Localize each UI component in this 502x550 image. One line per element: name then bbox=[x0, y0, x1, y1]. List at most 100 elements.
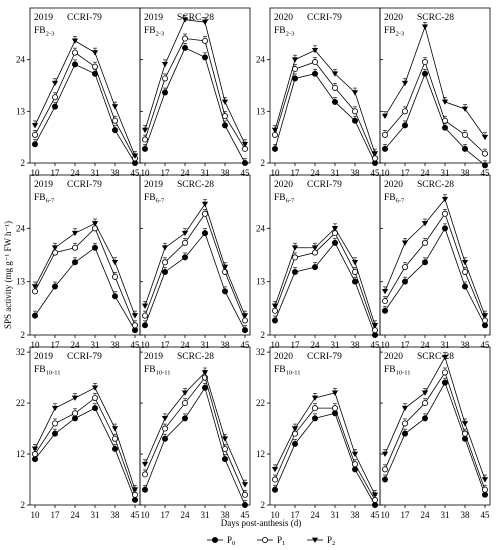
position-sub: 2-3 bbox=[396, 31, 405, 38]
series-line bbox=[144, 232, 246, 331]
panel-year: 2019 bbox=[144, 13, 163, 23]
x-tick-label: 38 bbox=[351, 340, 361, 350]
data-point bbox=[461, 145, 468, 152]
series-P2 bbox=[271, 388, 379, 498]
series-line bbox=[144, 376, 246, 495]
data-point bbox=[401, 405, 409, 412]
legend-label: P2 bbox=[327, 535, 335, 547]
series-line bbox=[384, 356, 486, 480]
x-tick-label: 31 bbox=[331, 340, 340, 350]
y-tick-label: 24 bbox=[16, 223, 26, 233]
chart-panel-5: 2 13 24 10 17 24 31 38 45 2019 CCRI-79 FB6-7 bbox=[16, 174, 141, 350]
data-point bbox=[141, 322, 148, 329]
series-P1 bbox=[271, 228, 378, 334]
data-point bbox=[421, 59, 428, 66]
x-tick-label: 24 bbox=[311, 168, 321, 178]
data-point bbox=[371, 492, 379, 498]
data-point bbox=[401, 278, 408, 285]
panel-label: 2020 CCRI-79 FB10-11 bbox=[274, 352, 342, 377]
data-point bbox=[461, 430, 468, 437]
data-point bbox=[141, 303, 149, 309]
panel-position: FB2-3 bbox=[384, 26, 404, 38]
data-point bbox=[481, 322, 488, 329]
x-tick-label: 10 bbox=[141, 340, 151, 350]
panel-position: FB6-7 bbox=[274, 193, 295, 205]
series-line bbox=[274, 61, 376, 159]
data-point bbox=[331, 239, 338, 246]
series-P1 bbox=[271, 403, 378, 503]
series-P0 bbox=[32, 403, 138, 503]
x-tick-label: 10 bbox=[271, 340, 281, 350]
series-P2 bbox=[31, 218, 139, 319]
panel-year: 2019 bbox=[144, 180, 163, 190]
data-point bbox=[32, 451, 39, 458]
series-line bbox=[384, 371, 486, 490]
data-point bbox=[71, 395, 79, 401]
panel-cultivar: SCRC-28 bbox=[417, 13, 454, 23]
x-tick-label: 31 bbox=[441, 510, 450, 520]
data-point bbox=[181, 17, 189, 23]
panel-year: 2019 bbox=[144, 352, 163, 362]
data-point bbox=[221, 122, 228, 129]
position-main: FB bbox=[34, 26, 46, 36]
data-point bbox=[131, 327, 138, 334]
series-P2 bbox=[31, 36, 139, 159]
series-line bbox=[34, 397, 136, 495]
data-point bbox=[481, 134, 489, 141]
position-sub: 2-3 bbox=[156, 31, 165, 38]
data-point bbox=[111, 259, 119, 266]
data-point bbox=[241, 141, 249, 148]
panel-year: 2019 bbox=[34, 180, 53, 190]
panel-position: FB2-3 bbox=[144, 26, 164, 38]
series-P1 bbox=[32, 47, 138, 162]
data-point bbox=[72, 244, 79, 251]
series-line bbox=[384, 60, 486, 154]
series-line bbox=[34, 247, 136, 331]
series-line bbox=[144, 203, 246, 316]
data-point bbox=[161, 425, 168, 432]
data-point bbox=[401, 264, 408, 271]
data-point bbox=[401, 122, 408, 129]
x-tick-label: 38 bbox=[111, 168, 121, 178]
series-line bbox=[384, 227, 486, 326]
x-tick-label: 10 bbox=[271, 168, 281, 178]
position-main: FB bbox=[144, 26, 156, 36]
panel-cultivar: SCRC-28 bbox=[417, 352, 454, 362]
panel-label: 2019 CCRI-79 FB10-11 bbox=[34, 352, 102, 377]
data-point bbox=[52, 94, 59, 101]
x-tick-label: 17 bbox=[51, 510, 61, 520]
data-point bbox=[92, 63, 99, 70]
panel-cultivar: SCRC-28 bbox=[177, 13, 214, 23]
data-point bbox=[112, 117, 119, 124]
data-point bbox=[381, 466, 388, 473]
position-main: FB bbox=[274, 193, 286, 203]
data-point bbox=[32, 288, 39, 295]
x-tick-label: 45 bbox=[131, 510, 141, 520]
data-point bbox=[271, 127, 279, 134]
data-point bbox=[131, 313, 139, 319]
panel-frame bbox=[139, 346, 251, 506]
data-point bbox=[92, 394, 99, 401]
series-P2 bbox=[141, 199, 249, 319]
series-P2 bbox=[141, 367, 249, 488]
data-point bbox=[481, 150, 488, 157]
x-tick-label: 38 bbox=[461, 340, 471, 350]
panel-label: 2020 SCRC-28 FB2-3 bbox=[384, 13, 454, 38]
data-point bbox=[461, 106, 469, 112]
position-main: FB bbox=[384, 365, 396, 375]
x-tick-label: 17 bbox=[401, 340, 411, 350]
data-point bbox=[221, 445, 228, 452]
data-point bbox=[311, 245, 319, 251]
legend-label-main: P bbox=[327, 535, 332, 545]
x-tick-label: 31 bbox=[201, 340, 210, 350]
data-point bbox=[32, 131, 39, 138]
x-tick-label: 38 bbox=[351, 168, 361, 178]
data-point bbox=[72, 61, 79, 68]
data-point bbox=[71, 38, 79, 44]
x-tick-label: 38 bbox=[221, 510, 231, 520]
y-tick-label: 12 bbox=[16, 449, 25, 459]
data-point bbox=[381, 289, 389, 295]
position-sub: 6-7 bbox=[396, 198, 405, 205]
series-P2 bbox=[271, 223, 379, 329]
